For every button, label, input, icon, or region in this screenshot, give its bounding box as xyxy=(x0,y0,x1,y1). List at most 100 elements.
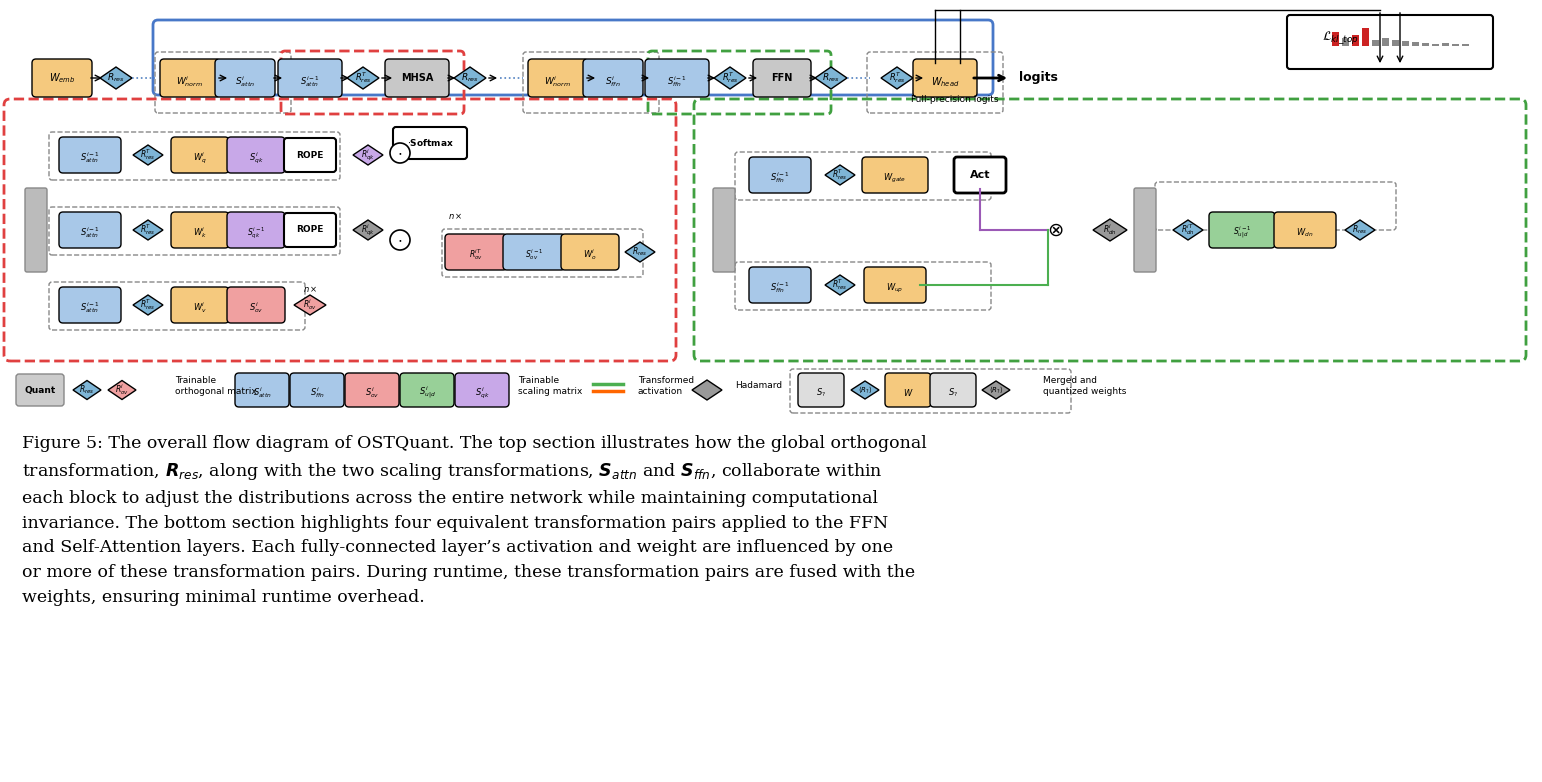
FancyBboxPatch shape xyxy=(862,157,928,193)
Polygon shape xyxy=(714,67,746,89)
FancyBboxPatch shape xyxy=(913,59,978,97)
FancyBboxPatch shape xyxy=(227,212,285,248)
FancyBboxPatch shape xyxy=(171,212,230,248)
Text: $W_{norm}^{i}$: $W_{norm}^{i}$ xyxy=(176,74,204,89)
Text: $W_{o}^{i}$: $W_{o}^{i}$ xyxy=(583,248,597,263)
Text: $S_{attn}^{i-1}$: $S_{attn}^{i-1}$ xyxy=(80,225,100,240)
FancyBboxPatch shape xyxy=(278,59,342,97)
Text: $R_{res}^{T}$: $R_{res}^{T}$ xyxy=(888,70,905,85)
Text: $R_{res}^{T}$: $R_{res}^{T}$ xyxy=(140,223,156,238)
Polygon shape xyxy=(1345,220,1375,240)
FancyBboxPatch shape xyxy=(583,59,643,97)
Text: $n\times$: $n\times$ xyxy=(447,211,463,221)
FancyBboxPatch shape xyxy=(645,59,709,97)
Text: Act: Act xyxy=(970,170,990,180)
Text: $S_{ffn}^{i}$: $S_{ffn}^{i}$ xyxy=(310,386,324,400)
Text: $R_{res}$: $R_{res}$ xyxy=(1352,224,1368,236)
Text: $S_{qk}^{i-1}$: $S_{qk}^{i-1}$ xyxy=(247,225,265,241)
Text: logits: logits xyxy=(1019,71,1058,84)
Text: $W_{gate}$: $W_{gate}$ xyxy=(884,171,907,185)
Text: $W_{dn}$: $W_{dn}$ xyxy=(1297,227,1314,239)
Polygon shape xyxy=(1093,219,1127,241)
Text: $R_{res}^{T}$: $R_{res}^{T}$ xyxy=(833,278,848,292)
Bar xyxy=(1431,44,1439,46)
Text: $W_{v}^{i}$: $W_{v}^{i}$ xyxy=(193,300,207,315)
Text: Transformed
activation: Transformed activation xyxy=(638,376,694,396)
FancyBboxPatch shape xyxy=(1133,188,1156,272)
Bar xyxy=(1411,42,1419,46)
FancyBboxPatch shape xyxy=(749,267,811,303)
Text: Figure 5: The overall flow diagram of OSTQuant. The top section illustrates how : Figure 5: The overall flow diagram of OS… xyxy=(22,435,927,606)
Text: $W_{k}^{i}$: $W_{k}^{i}$ xyxy=(193,225,207,240)
Text: $S_{ov}^{i}$: $S_{ov}^{i}$ xyxy=(248,300,264,315)
Polygon shape xyxy=(133,220,163,240)
Text: $W_{emb}$: $W_{emb}$ xyxy=(49,71,76,85)
FancyBboxPatch shape xyxy=(284,138,336,172)
FancyBboxPatch shape xyxy=(446,234,507,270)
Polygon shape xyxy=(72,381,100,400)
FancyBboxPatch shape xyxy=(32,59,93,97)
Text: $S_{ffn}^{i}$: $S_{ffn}^{i}$ xyxy=(604,74,621,89)
Text: $R_{dn}^{iT}$: $R_{dn}^{iT}$ xyxy=(1181,223,1195,238)
Text: $S_{u|d}^{i}$: $S_{u|d}^{i}$ xyxy=(418,385,435,401)
Text: $R_{ov}^{i}$: $R_{ov}^{i}$ xyxy=(116,382,130,397)
FancyBboxPatch shape xyxy=(712,188,736,272)
Polygon shape xyxy=(453,67,486,89)
Text: $S_{attn}^{i-1}$: $S_{attn}^{i-1}$ xyxy=(301,74,321,89)
Text: $S_{attn}^{i}$: $S_{attn}^{i}$ xyxy=(234,74,254,89)
Text: $\langle R_?\rangle$: $\langle R_?\rangle$ xyxy=(857,385,873,396)
Polygon shape xyxy=(133,295,163,315)
Polygon shape xyxy=(982,381,1010,399)
Text: $R_{ov}^{i}$: $R_{ov}^{i}$ xyxy=(304,297,318,313)
Text: $\langle R_?\rangle$: $\langle R_?\rangle$ xyxy=(988,385,1004,396)
FancyBboxPatch shape xyxy=(527,59,588,97)
Polygon shape xyxy=(108,381,136,400)
FancyBboxPatch shape xyxy=(954,157,1005,193)
FancyBboxPatch shape xyxy=(59,137,120,173)
Bar xyxy=(1342,38,1349,46)
FancyBboxPatch shape xyxy=(1274,212,1335,248)
Bar xyxy=(1451,44,1459,46)
Text: $R_{res}^{T}$: $R_{res}^{T}$ xyxy=(722,70,739,85)
Text: $\cdot$: $\cdot$ xyxy=(398,232,402,247)
Bar xyxy=(1391,41,1399,46)
Text: $R_{ov}^{iT}$: $R_{ov}^{iT}$ xyxy=(469,248,483,263)
Text: $R_{res}$: $R_{res}$ xyxy=(632,246,648,258)
FancyBboxPatch shape xyxy=(885,373,931,407)
Bar xyxy=(1422,43,1428,46)
Polygon shape xyxy=(353,145,382,165)
Bar xyxy=(1331,31,1338,46)
FancyBboxPatch shape xyxy=(59,212,120,248)
Polygon shape xyxy=(133,145,163,165)
Polygon shape xyxy=(100,67,133,89)
FancyBboxPatch shape xyxy=(227,137,285,173)
Text: $S_{qk}^{i}$: $S_{qk}^{i}$ xyxy=(475,386,489,400)
Text: Full-precision logits: Full-precision logits xyxy=(911,95,999,105)
FancyBboxPatch shape xyxy=(752,59,811,97)
Text: $S_{attn}^{i}$: $S_{attn}^{i}$ xyxy=(253,386,271,400)
Polygon shape xyxy=(1173,220,1203,240)
Text: $R_{res}$: $R_{res}$ xyxy=(106,72,125,84)
Text: $R_{res}$: $R_{res}$ xyxy=(79,384,94,396)
Text: $\otimes$: $\otimes$ xyxy=(1047,221,1064,239)
Polygon shape xyxy=(825,165,854,185)
FancyBboxPatch shape xyxy=(1209,212,1275,248)
FancyBboxPatch shape xyxy=(227,287,285,323)
Text: $R_{res}^{T}$: $R_{res}^{T}$ xyxy=(355,70,372,85)
Text: $R_{res}^{T}$: $R_{res}^{T}$ xyxy=(140,148,156,163)
Text: $\cdot$Softmax: $\cdot$Softmax xyxy=(407,138,453,149)
Text: $n\times$: $n\times$ xyxy=(302,284,318,294)
Text: $S_?$: $S_?$ xyxy=(948,387,958,400)
FancyBboxPatch shape xyxy=(561,234,618,270)
Text: $S_{ffn}^{i-1}$: $S_{ffn}^{i-1}$ xyxy=(769,281,790,296)
FancyBboxPatch shape xyxy=(290,373,344,407)
Text: FFN: FFN xyxy=(771,73,793,83)
Text: Merged and
quantized weights: Merged and quantized weights xyxy=(1042,376,1126,396)
Polygon shape xyxy=(625,242,655,262)
FancyBboxPatch shape xyxy=(15,374,65,406)
FancyBboxPatch shape xyxy=(284,213,336,247)
Bar xyxy=(1371,40,1379,46)
Circle shape xyxy=(390,143,410,163)
Text: MHSA: MHSA xyxy=(401,73,433,83)
Text: $R_{res}$: $R_{res}$ xyxy=(461,72,480,84)
